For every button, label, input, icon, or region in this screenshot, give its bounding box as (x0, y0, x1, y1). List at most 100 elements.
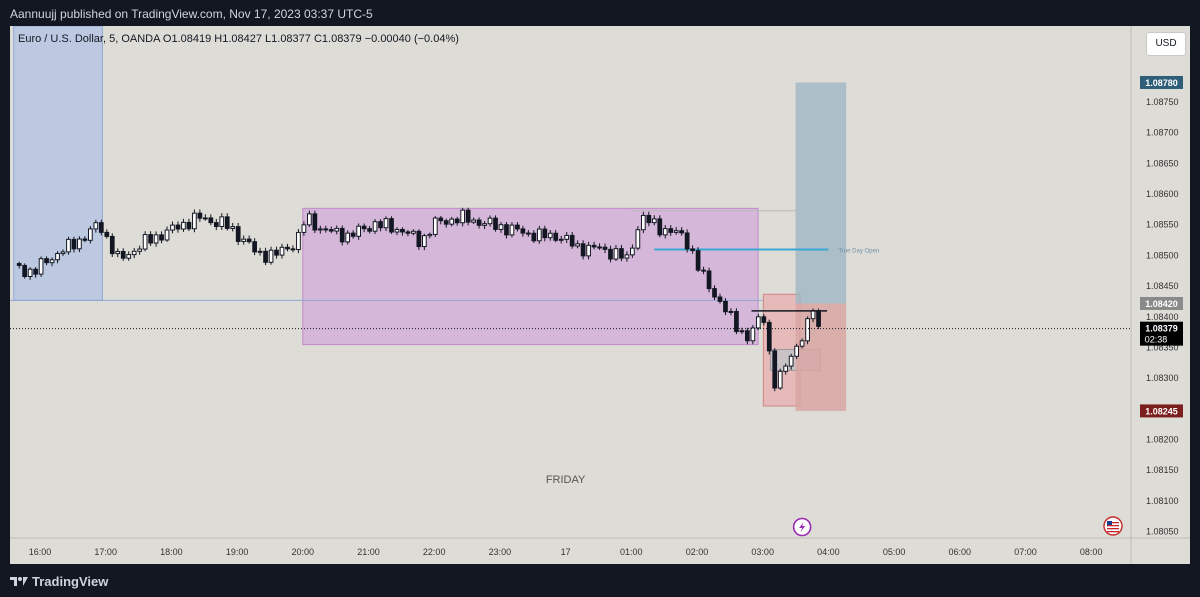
chart-area[interactable]: True Day OpenFRIDAY1.088501.087501.08700… (10, 26, 1190, 564)
x-tick-label: 03:00 (751, 547, 774, 557)
candle-body (416, 230, 422, 248)
candle-body (394, 228, 400, 233)
candle-body (640, 214, 646, 231)
candle-body (487, 217, 493, 225)
y-tick-label: 1.08350 (1146, 342, 1179, 352)
candle-body (159, 234, 164, 241)
candle-body (712, 288, 717, 298)
candle-body (230, 226, 236, 229)
candle-body (635, 229, 641, 249)
y-tick-label: 1.08750 (1146, 97, 1179, 107)
candle-body (438, 217, 444, 222)
candle-body (509, 224, 515, 236)
flag-stripe (1107, 525, 1119, 527)
candle-body (504, 224, 509, 236)
candle-body (427, 233, 433, 237)
candle-body (717, 296, 723, 302)
lightning-bolt-glyph (799, 522, 806, 532)
candle-body (602, 246, 608, 250)
candle-body (339, 227, 345, 243)
candle-body (16, 263, 22, 266)
candle-body (679, 230, 685, 234)
candle-body (93, 222, 99, 230)
current-price-label-bg (1140, 321, 1183, 346)
candle-body (137, 248, 143, 252)
target-price-label: 1.08780 (1145, 78, 1178, 88)
candle-body (695, 250, 701, 271)
candle-body (131, 250, 137, 256)
candle-body (805, 318, 810, 342)
candle-body (88, 228, 93, 241)
candle-body (66, 238, 71, 253)
candle-body (684, 232, 690, 250)
candle-body (531, 232, 537, 242)
y-tick-label: 1.08150 (1146, 465, 1179, 475)
candle-body (312, 213, 318, 231)
candle-body (22, 264, 28, 277)
candle-body (745, 330, 750, 342)
candle-body (224, 216, 230, 229)
x-tick-label: 02:00 (686, 547, 709, 557)
tradingview-logo-icon[interactable] (10, 574, 28, 588)
candle-body (307, 213, 312, 226)
candle-body (783, 365, 789, 372)
candle-body (739, 330, 745, 333)
candle-body (60, 251, 66, 255)
candle-body (126, 254, 132, 259)
target-price-label-bg (1140, 75, 1183, 89)
candle-body (345, 232, 351, 243)
candle-body (569, 234, 575, 247)
flag-stripe (1107, 531, 1119, 533)
y-tick-label: 1.08050 (1146, 527, 1179, 537)
x-tick-label: 20:00 (292, 547, 315, 557)
session-annotation: FRIDAY (546, 474, 586, 486)
price-chart[interactable]: True Day OpenFRIDAY1.088501.087501.08700… (10, 26, 1190, 564)
candle-body (799, 340, 805, 347)
candle-body (586, 244, 591, 257)
candle-body (268, 249, 274, 263)
candle-body (246, 238, 252, 243)
candle-body (662, 228, 668, 236)
candle-body (148, 234, 153, 244)
candle-body (153, 234, 159, 244)
stop-price-label: 1.08245 (1145, 406, 1178, 416)
candle-body (71, 238, 77, 250)
x-tick-label: 05:00 (883, 547, 906, 557)
candle-body (766, 321, 772, 352)
candle-body (547, 232, 553, 239)
y-tick-label: 1.08400 (1146, 312, 1179, 322)
candle-body (367, 228, 372, 232)
candle-body (279, 246, 285, 256)
y-tick-label: 1.08650 (1146, 158, 1179, 168)
y-tick-label: 1.08100 (1146, 496, 1179, 506)
candle-body (181, 221, 186, 230)
candle-body (553, 232, 559, 241)
symbol-legend[interactable]: Euro / U.S. Dollar, 5, OANDA O1.08419 H1… (18, 33, 459, 45)
candle-body (192, 212, 197, 230)
candle-body (723, 300, 728, 313)
candle-body (630, 247, 635, 256)
x-tick-label: 07:00 (1014, 547, 1037, 557)
candle-body (761, 316, 767, 323)
candle-body (816, 310, 821, 327)
countdown-label: 02:38 (1145, 335, 1168, 345)
candle-body (750, 327, 756, 342)
currency-button[interactable]: USD (1146, 32, 1186, 56)
x-tick-label: 04:00 (817, 547, 840, 557)
candle-body (55, 253, 60, 261)
flag-stripe (1107, 528, 1119, 530)
candle-body (734, 310, 739, 333)
candle-body (624, 254, 630, 259)
position-target-zone (795, 82, 847, 304)
candle-body (323, 228, 329, 231)
footer-brand[interactable]: TradingView (32, 574, 109, 589)
x-tick-label: 01:00 (620, 547, 643, 557)
candle-body (120, 250, 126, 259)
flag-canton (1107, 521, 1112, 525)
candle-body (460, 209, 466, 224)
candle-body (810, 310, 816, 320)
candle-body (378, 221, 383, 229)
candle-body (520, 228, 526, 234)
candle-body (449, 218, 455, 225)
x-tick-label: 23:00 (489, 547, 512, 557)
